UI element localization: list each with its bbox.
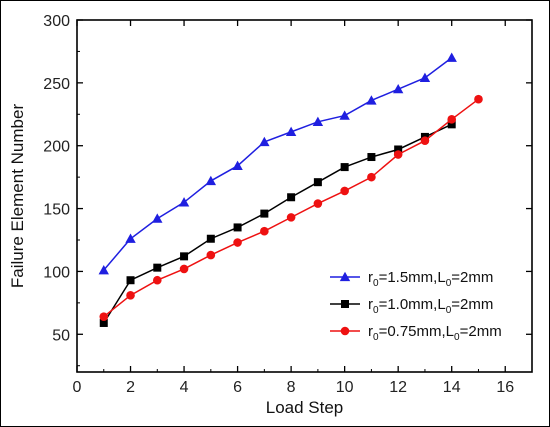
data-point [233,238,242,247]
data-point [99,318,108,327]
legend-item-2: r0=1.0mm,L0=2mm [330,296,493,316]
y-tick-label: 200 [43,139,70,156]
data-point [340,186,349,196]
data-point [285,126,297,137]
legend-label: r0=0.75mm,L0=2mm [368,323,502,343]
legend-label: r0=1.5mm,L0=2mm [368,269,493,289]
legend-marker [341,300,349,308]
x-tick-label: 14 [443,379,461,396]
data-point [286,213,296,222]
x-tick-label: 6 [233,379,242,396]
data-point [152,275,162,285]
data-point [206,250,216,260]
data-point [340,163,349,172]
data-point [339,110,350,120]
data-point [366,95,377,105]
data-point [152,213,163,223]
series-3 [99,94,483,321]
data-point [179,264,189,274]
x-tick-label: 10 [336,379,354,396]
legend-item-3: r0=0.75mm,L0=2mm [330,323,502,343]
plot-frame [76,19,533,373]
data-point [260,226,269,236]
y-tick-label: 150 [43,202,70,219]
data-point [260,209,269,218]
data-point [420,136,430,145]
data-point [98,264,109,275]
x-tick-label: 16 [496,379,514,396]
x-axis-title: Load Step [266,398,344,417]
data-point [313,199,323,208]
data-point [232,160,243,170]
data-point [125,233,136,243]
y-tick-label: 250 [43,76,70,93]
y-axis-title: Failure Element Number [8,104,27,289]
data-point [447,115,457,124]
data-point [393,150,403,159]
data-point [367,172,376,182]
data-point [474,94,483,104]
legend-label: r0=1.0mm,L0=2mm [368,296,493,316]
y-tick-label: 300 [43,13,70,30]
x-tick-label: 4 [180,379,189,396]
series-line [103,57,453,271]
data-point [367,153,376,162]
x-tick-label: 12 [389,379,407,396]
x-tick-label: 0 [73,379,82,396]
data-point [126,276,135,285]
data-point [259,136,270,147]
data-point [126,291,135,300]
y-tick-label: 100 [43,264,70,281]
series-line [103,123,453,324]
data-point [180,252,189,261]
data-point [153,263,162,272]
legend: r0=1.5mm,L0=2mm r0=1.0mm,L0=2mm r0=0.75mm,… [330,269,502,343]
data-point [178,197,190,207]
y-tick-label: 50 [52,327,70,344]
data-point [447,120,456,129]
legend-item-1: r0=1.5mm,L0=2mm [330,269,493,289]
series-1 [98,52,457,275]
data-point [446,52,457,62]
data-point [419,72,431,82]
data-point [287,193,296,202]
data-point [392,83,404,94]
legend-marker [339,271,351,282]
legend-marker [340,326,350,336]
data-point [233,223,242,232]
data-point [313,178,322,187]
x-tick-label: 8 [287,379,296,396]
data-point [205,175,217,186]
data-point [99,312,109,321]
x-tick-label: 2 [126,379,135,396]
data-point [206,234,215,243]
data-point [312,116,324,126]
data-point [394,145,403,154]
